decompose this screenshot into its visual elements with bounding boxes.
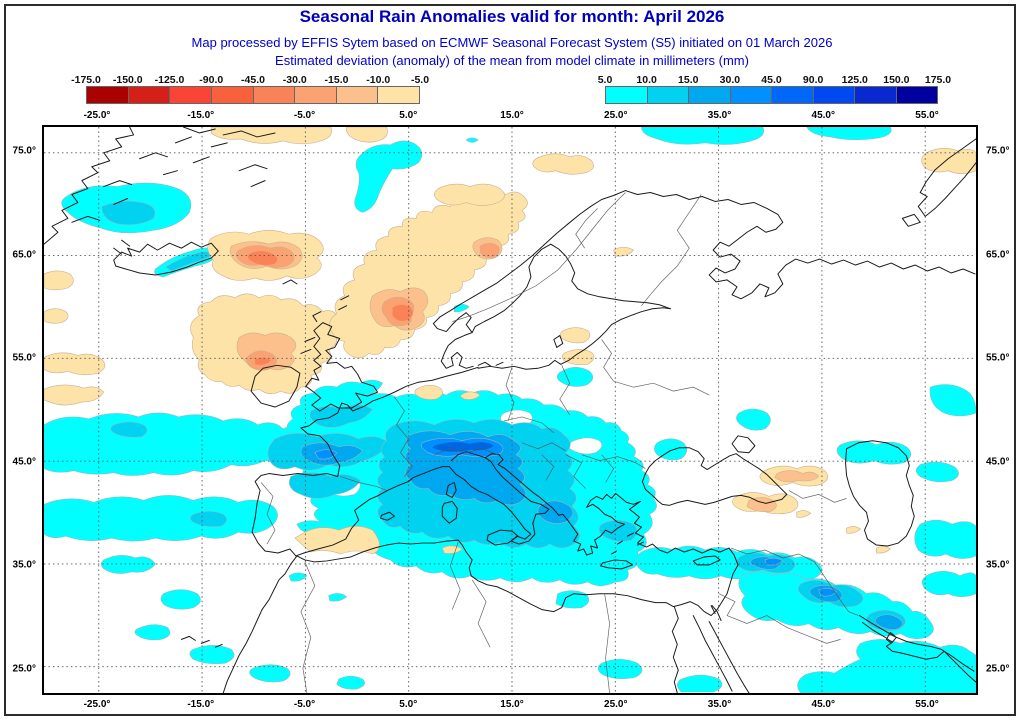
y-tick-label: 65.0° bbox=[12, 249, 36, 260]
x-tick-label: 45.0° bbox=[811, 699, 835, 710]
negative-legend: -175.0 -150.0 -125.0 -90.0 -45.0 -30.0 -15.0 -1… bbox=[71, 74, 429, 106]
colorbar-cell bbox=[772, 87, 814, 103]
coastlines bbox=[44, 127, 976, 693]
x-tick-label: 55.0° bbox=[915, 110, 939, 121]
x-tick-label: 25.0° bbox=[604, 699, 628, 710]
colorbar-cell bbox=[896, 87, 937, 103]
page-border bbox=[4, 4, 1016, 716]
y-tick-label: 35.0° bbox=[986, 559, 1010, 571]
positive-colorbar bbox=[605, 86, 938, 104]
negative-legend-labels: -175.0 -150.0 -125.0 -90.0 -45.0 -30.0 -15.0 -1… bbox=[71, 74, 429, 86]
x-tick-label: 35.0° bbox=[707, 699, 732, 710]
colorbar-cell bbox=[378, 87, 419, 103]
legend-tick-label: -10.0 bbox=[366, 74, 391, 86]
x-tick-label: -25.0° bbox=[83, 110, 111, 121]
legend-tick-label: 15.0 bbox=[678, 74, 699, 86]
colorbar-cell bbox=[855, 87, 897, 103]
colorbar-cell bbox=[87, 87, 129, 103]
map-frame bbox=[42, 125, 978, 695]
legend-tick-label: 5.0 bbox=[597, 74, 613, 86]
colorbar-cell bbox=[606, 87, 648, 103]
x-axis-bottom: -25.0° -15.0° -5.0° 5.0° 15.0° 25.0° 35.0° 45.0… bbox=[42, 699, 978, 711]
y-axis-left: 75.0° 65.0° 55.0° 45.0° 35.0° 25.0° bbox=[1, 125, 39, 695]
y-tick-label: 45.0° bbox=[986, 456, 1010, 467]
x-tick-label: -25.0° bbox=[83, 699, 111, 710]
colorbar-cell bbox=[211, 87, 254, 103]
y-tick-label: 45.0° bbox=[12, 456, 36, 467]
y-tick-label: 55.0° bbox=[12, 352, 36, 364]
legend-tick-label: 125.0 bbox=[841, 74, 868, 86]
colorbar-cell bbox=[295, 87, 337, 103]
x-tick-label: -15.0° bbox=[187, 110, 215, 121]
legend-tick-label: 10.0 bbox=[636, 74, 657, 86]
legend-tick-label: -125.0 bbox=[154, 74, 185, 86]
negative-anomaly-regions bbox=[44, 127, 976, 555]
y-tick-label: 55.0° bbox=[986, 352, 1010, 364]
europe-map-svg bbox=[44, 127, 976, 693]
legend-tick-label: -150.0 bbox=[112, 74, 143, 86]
subtitle-line-1: Map processed by EFFIS Sytem based on EC… bbox=[191, 35, 833, 50]
x-tick-label: 15.0° bbox=[500, 110, 524, 121]
negative-colorbar bbox=[86, 86, 420, 104]
x-tick-label: -5.0° bbox=[293, 110, 316, 121]
subtitle-line-2: Estimated deviation (anomaly) of the mea… bbox=[275, 53, 749, 68]
colorbar-cell bbox=[689, 87, 731, 103]
x-tick-label: -15.0° bbox=[187, 699, 215, 710]
y-tick-label: 75.0° bbox=[12, 145, 36, 157]
legend-tick-label: -5.0 bbox=[410, 74, 430, 86]
legend-tick-label: -90.0 bbox=[199, 74, 224, 86]
x-tick-label: 25.0° bbox=[604, 110, 628, 121]
x-tick-label: 55.0° bbox=[915, 699, 939, 710]
y-tick-label: 35.0° bbox=[12, 559, 36, 571]
positive-anomaly-regions bbox=[44, 127, 976, 693]
colorbar-cell bbox=[128, 87, 171, 103]
legend-tick-label: -175.0 bbox=[71, 74, 101, 86]
x-tick-label: -5.0° bbox=[293, 699, 316, 710]
legend-tick-label: -45.0 bbox=[241, 74, 265, 86]
page-title: Seasonal Rain Anomalies valid for month:… bbox=[299, 7, 725, 26]
y-tick-label: 25.0° bbox=[986, 663, 1010, 674]
legend-tick-label: 30.0 bbox=[719, 74, 741, 86]
x-tick-label: 5.0° bbox=[399, 110, 418, 121]
colorbar-cell bbox=[336, 87, 379, 103]
y-tick-label: 65.0° bbox=[986, 249, 1010, 260]
x-tick-label: 5.0° bbox=[399, 699, 418, 710]
colorbar-cell bbox=[730, 87, 772, 103]
positive-legend-labels: 5.0 10.0 15.0 30.0 45.0 90.0 125.0 150.0 175.0 bbox=[598, 74, 951, 86]
y-tick-label: 25.0° bbox=[12, 663, 36, 674]
legend-tick-label: -30.0 bbox=[282, 74, 307, 86]
x-tick-label: 35.0° bbox=[707, 110, 732, 121]
positive-legend: 5.0 10.0 15.0 30.0 45.0 90.0 125.0 150.0 175.0 bbox=[598, 74, 951, 106]
country-borders bbox=[260, 192, 859, 693]
grid-lines bbox=[44, 127, 976, 693]
legend-tick-label: 90.0 bbox=[802, 74, 824, 86]
y-axis-right: 75.0° 65.0° 55.0° 45.0° 35.0° 25.0° bbox=[983, 125, 1021, 695]
colorbar-cell bbox=[170, 87, 212, 103]
colorbar-cell bbox=[647, 87, 689, 103]
colorbar-cell bbox=[813, 87, 855, 103]
x-tick-label: 15.0° bbox=[500, 699, 524, 710]
legend-tick-label: -15.0 bbox=[324, 74, 349, 86]
legend-tick-label: 150.0 bbox=[883, 74, 910, 86]
legend-tick-label: 175.0 bbox=[924, 74, 952, 86]
colorbar-cell bbox=[253, 87, 296, 103]
legend-tick-label: 45.0 bbox=[761, 74, 782, 86]
x-axis-top: -25.0° -15.0° -5.0° 5.0° 15.0° 25.0° 35.0° 45.0… bbox=[42, 110, 978, 122]
y-tick-label: 75.0° bbox=[986, 145, 1010, 157]
x-tick-label: 45.0° bbox=[811, 110, 835, 121]
